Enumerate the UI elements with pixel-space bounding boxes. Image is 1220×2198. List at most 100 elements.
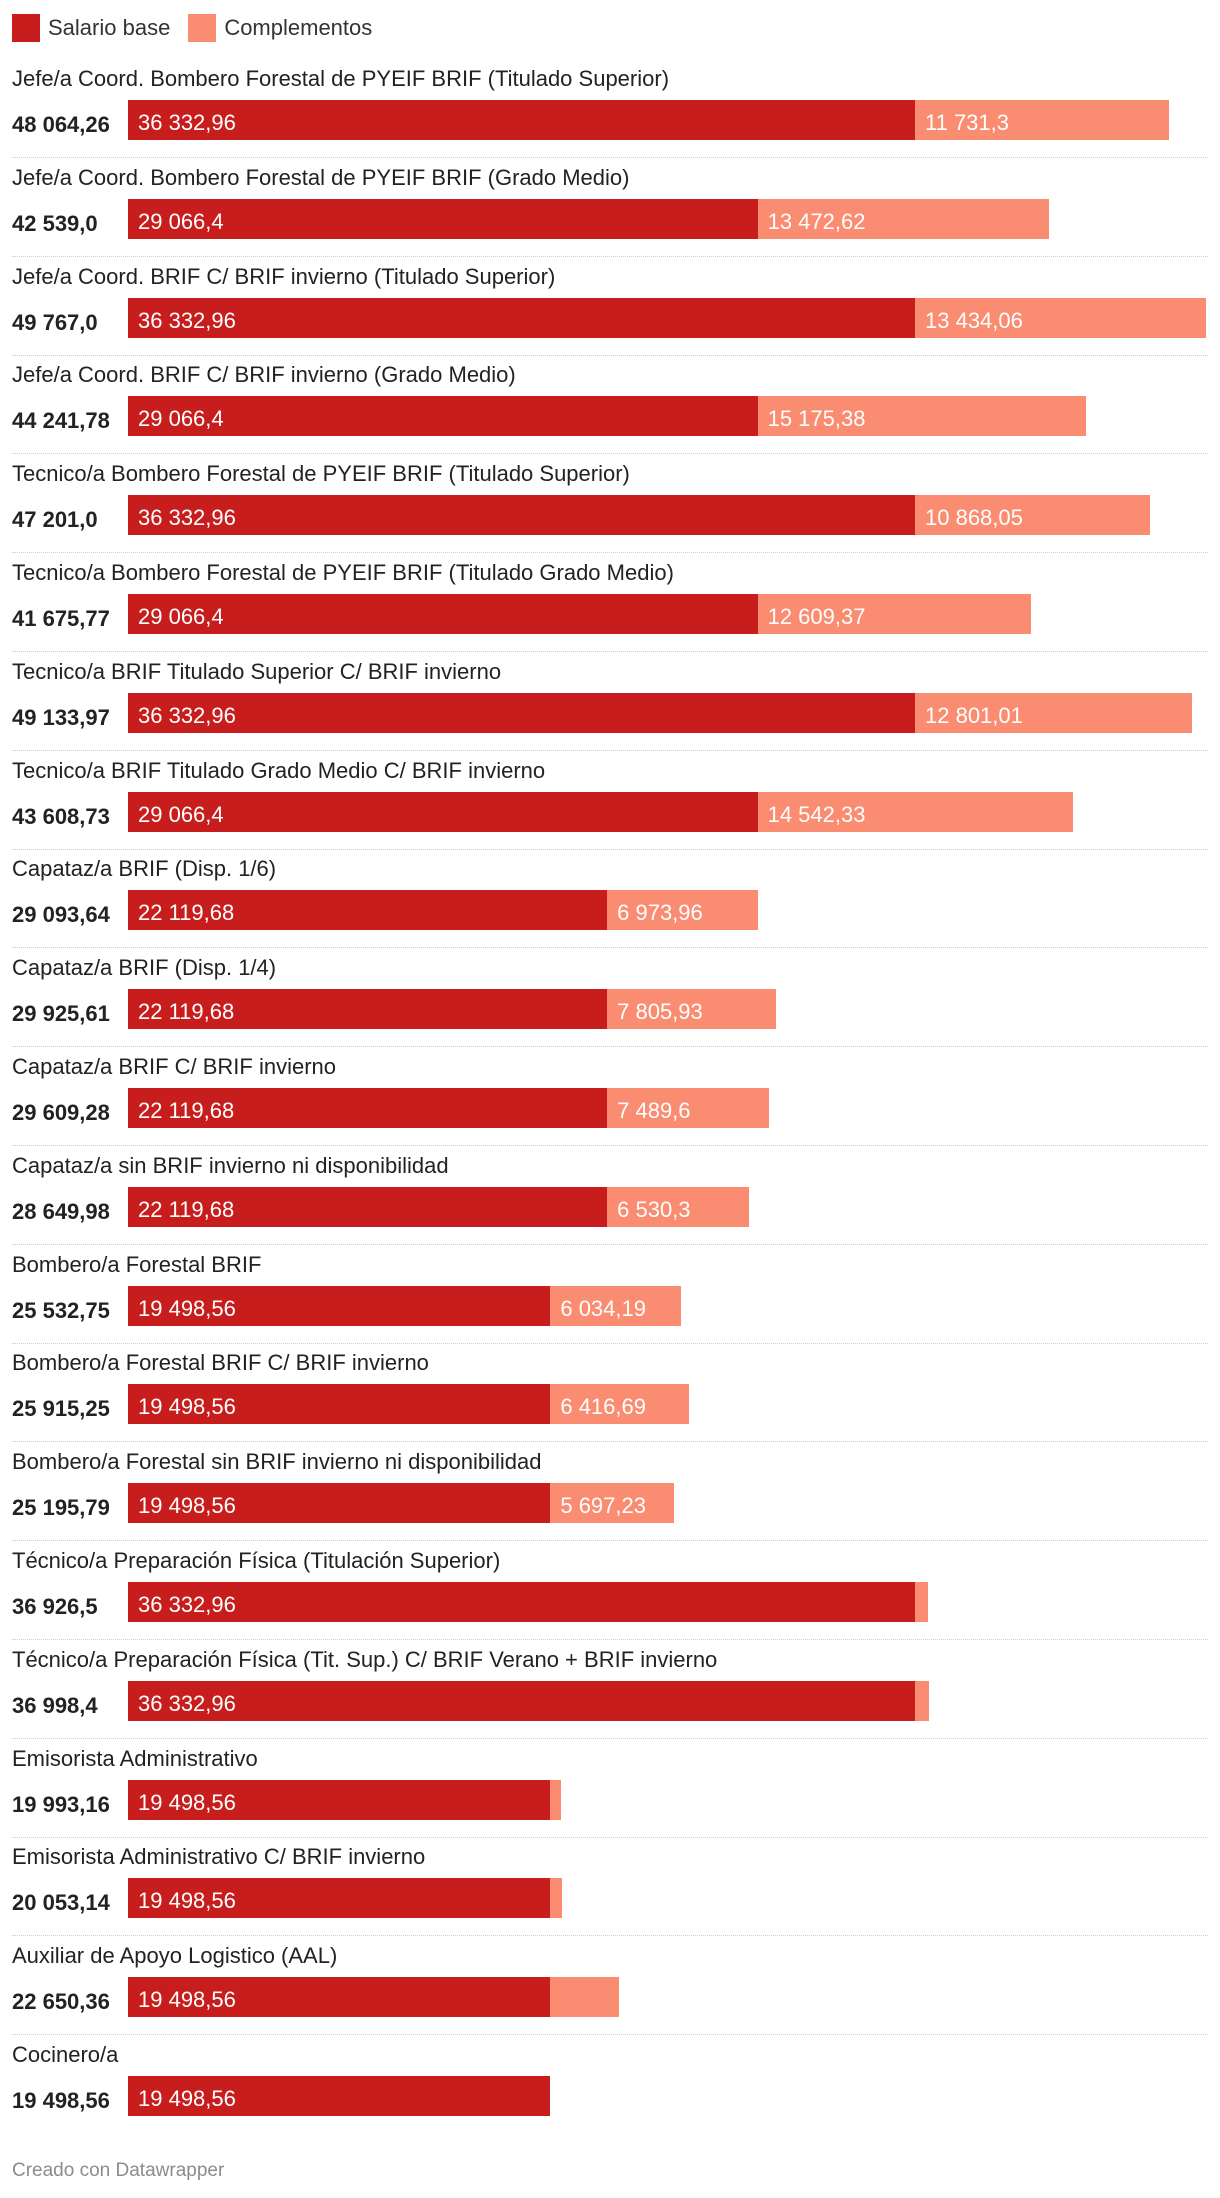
total-value-label: 25 532,75 (12, 1297, 110, 1323)
data-label-salario-base: 22 119,68 (138, 900, 235, 926)
data-label-complementos: 5 697,23 (560, 1493, 646, 1519)
category-label: Jefe/a Coord. Bombero Forestal de PYEIF … (12, 164, 630, 190)
chart-row: Jefe/a Coord. BRIF C/ BRIF invierno (Gra… (0, 358, 1220, 457)
row-divider (12, 354, 1208, 356)
data-label-salario-base: 36 332,96 (138, 505, 236, 531)
stacked-bar-chart: Jefe/a Coord. Bombero Forestal de PYEIF … (0, 62, 1220, 2137)
data-label-salario-base: 29 066,4 (138, 208, 224, 234)
chart-row: Bombero/a Forestal BRIF 25 532,75 19 498,5… (0, 1248, 1220, 1347)
chart-row: Bombero/a Forestal sin BRIF invierno ni … (0, 1445, 1220, 1544)
category-label: Emisorista Administrativo (12, 1745, 258, 1771)
category-label: Capataz/a sin BRIF invierno ni disponibi… (12, 1152, 449, 1178)
data-label-complementos: 14 542,33 (767, 801, 866, 827)
total-value-label: 19 993,16 (12, 1791, 110, 1817)
total-value-label: 36 926,5 (12, 1593, 98, 1619)
bar-salario-base (128, 1680, 915, 1721)
bar-salario-base (128, 1384, 551, 1425)
chart-row: Jefe/a Coord. BRIF C/ BRIF invierno (Tit… (0, 260, 1220, 359)
category-label: Emisorista Administrativo C/ BRIF invier… (12, 1844, 426, 1870)
bar-complementos (757, 198, 1050, 239)
bar-complementos (915, 1680, 930, 1721)
bar-complementos (607, 890, 759, 931)
data-label-complementos: 12 609,37 (767, 603, 866, 629)
chart-row: Jefe/a Coord. Bombero Forestal de PYEIF … (0, 62, 1220, 161)
bar-complementos (550, 1384, 690, 1425)
bar-complementos (915, 100, 1170, 140)
row-divider (12, 650, 1208, 652)
category-label: Jefe/a Coord. BRIF C/ BRIF invierno (Tit… (12, 263, 556, 289)
data-label-salario-base: 22 119,68 (138, 1097, 235, 1123)
bar-salario-base (128, 1779, 551, 1820)
bar-complementos (915, 1581, 928, 1622)
chart-row: Bombero/a Forestal BRIF C/ BRIF invierno… (0, 1346, 1220, 1445)
bar-salario-base (128, 989, 608, 1030)
total-value-label: 25 195,79 (12, 1495, 110, 1521)
legend-swatch-salario-base (12, 14, 40, 42)
chart-row: Tecnico/a Bombero Forestal de PYEIF BRIF… (0, 556, 1220, 655)
data-label-salario-base: 22 119,68 (138, 1196, 235, 1222)
row-divider (12, 453, 1208, 455)
row-divider (12, 1046, 1208, 1048)
bar-complementos (607, 1087, 770, 1128)
total-value-label: 29 609,28 (12, 1099, 110, 1125)
data-label-salario-base: 29 066,4 (138, 406, 224, 432)
chart-row: Auxiliar de Apoyo Logistico (AAL) 22 650,… (0, 1939, 1220, 2038)
data-label-complementos: 7 489,6 (617, 1097, 691, 1123)
bar-complementos (550, 1977, 619, 2018)
data-label-salario-base: 19 498,56 (138, 1493, 236, 1519)
bar-salario-base (128, 396, 758, 437)
legend-swatch-complementos (188, 14, 217, 42)
legend-item-complementos: Complementos (188, 14, 372, 42)
data-label-salario-base: 19 498,56 (138, 1888, 236, 1914)
bar-salario-base (128, 692, 915, 733)
chart-row: Emisorista Administrativo C/ BRIF invier… (0, 1840, 1220, 1939)
data-label-salario-base: 19 498,56 (138, 1987, 236, 2013)
bar-complementos (757, 593, 1031, 634)
total-value-label: 28 649,98 (12, 1198, 110, 1224)
chart-row: Tecnico/a BRIF Titulado Grado Medio C/ B… (0, 754, 1220, 853)
row-divider (12, 1243, 1208, 1245)
row-divider (12, 157, 1208, 158)
total-value-label: 19 498,56 (12, 2087, 110, 2113)
chart-row: Capataz/a BRIF C/ BRIF invierno 29 609,28… (0, 1050, 1220, 1149)
data-label-complementos: 13 434,06 (925, 307, 1023, 333)
category-label: Bombero/a Forestal BRIF C/ BRIF invierno (12, 1350, 429, 1376)
bar-salario-base (128, 890, 608, 931)
bar-salario-base (128, 1878, 551, 1919)
chart-row: Capataz/a BRIF (Disp. 1/4) 29 925,61 22 11… (0, 951, 1220, 1050)
bar-complementos (607, 1186, 749, 1227)
data-label-salario-base: 36 332,96 (138, 110, 236, 135)
category-label: Jefe/a Coord. Bombero Forestal de PYEIF … (12, 66, 670, 91)
chart-row: Técnico/a Preparación Física (Tit. Sup.)… (0, 1643, 1220, 1742)
bar-salario-base (128, 495, 915, 536)
bar-salario-base (128, 593, 758, 634)
bar-salario-base (128, 1186, 608, 1227)
data-label-complementos: 6 416,69 (560, 1394, 646, 1420)
row-divider (12, 1935, 1208, 1937)
data-label-salario-base: 19 498,56 (138, 1394, 236, 1420)
data-label-salario-base: 22 119,68 (138, 999, 235, 1025)
legend-label-salario-base: Salario base (48, 15, 171, 40)
total-value-label: 42 539,0 (12, 210, 98, 236)
category-label: Tecnico/a BRIF Titulado Superior C/ BRIF… (12, 658, 502, 684)
bar-salario-base (128, 198, 758, 239)
bar-complementos (757, 396, 1087, 437)
category-label: Tecnico/a Bombero Forestal de PYEIF BRIF… (12, 461, 630, 487)
row-divider (12, 255, 1208, 257)
row-divider (12, 1144, 1208, 1146)
bar-complementos (915, 297, 1206, 338)
data-label-salario-base: 19 498,56 (138, 1789, 236, 1815)
category-label: Capataz/a BRIF C/ BRIF invierno (12, 1053, 337, 1079)
total-value-label: 47 201,0 (12, 507, 98, 533)
chart-row: Cocinero/a 19 498,56 19 498,56 (0, 2038, 1220, 2137)
bar-salario-base (128, 2075, 551, 2116)
row-divider (12, 749, 1208, 751)
total-value-label: 22 650,36 (12, 1989, 110, 2015)
row-divider (12, 2034, 1208, 2036)
row-divider (12, 947, 1208, 949)
legend: Salario base Complementos (12, 10, 390, 46)
total-value-label: 41 675,77 (12, 605, 110, 631)
chart-row: Emisorista Administrativo 19 993,16 19 498… (0, 1742, 1220, 1841)
data-label-salario-base: 19 498,56 (138, 2085, 236, 2111)
legend-item-salario-base: Salario base (12, 14, 170, 42)
